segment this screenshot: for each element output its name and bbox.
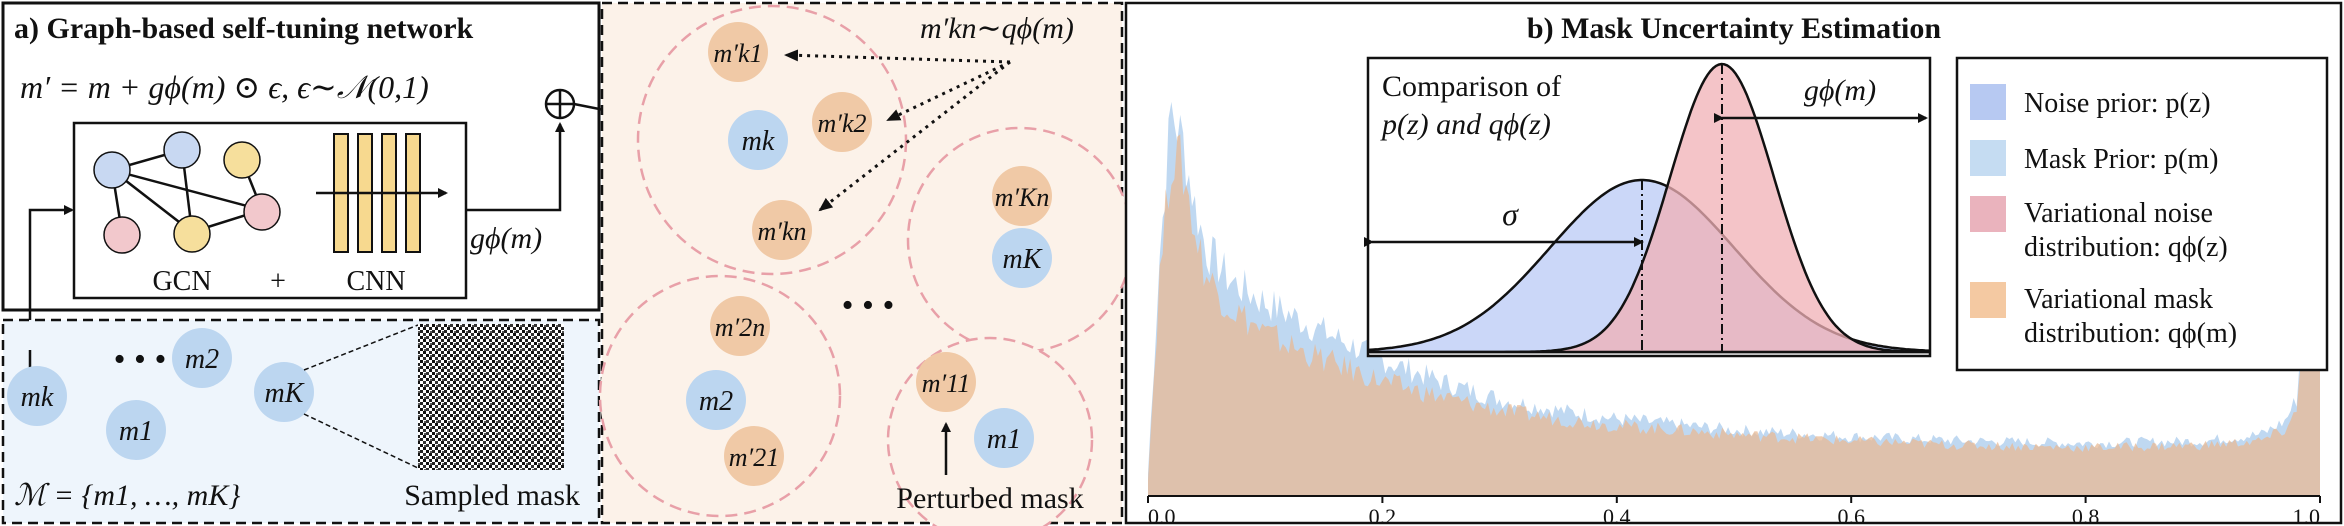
cluster-center-m2: m2 [686,370,746,430]
panel-b: b) Mask Uncertainty Estimation 0.0 0.2 0.4… [1124,1,2343,526]
perturb-node-m2n: m′2n [710,296,770,356]
inset-caption-line2: p(z) and qϕ(z) [1380,108,1551,141]
legend-swatch [1970,140,2006,176]
g-label: gϕ(m) [470,222,542,255]
sigma-label: σ [1502,196,1519,232]
gcn-node [173,215,211,253]
mask-node-m1: m1 [106,400,166,460]
svg-text:m1: m1 [987,424,1021,455]
cluster-ellipsis: • • • [842,287,895,324]
svg-text:m2: m2 [699,386,733,417]
x-tick-label: 0.4 [1603,504,1631,526]
inset-caption-line1: Comparison of [1382,70,1561,103]
svg-text:m′21: m′21 [729,443,779,472]
inset-g-label: gϕ(m) [1804,74,1876,107]
perturbed-mask-label: Perturbed mask [896,482,1083,515]
g-output-arrow [466,122,565,212]
panel-a: a) Graph-based self-tuning network m′ = … [1,1,1134,526]
svg-text:Mask Prior: p(m): Mask Prior: p(m) [2024,144,2218,175]
x-tick-label: 0.2 [1369,504,1397,526]
cluster-center-mK: mK [992,228,1052,288]
legend-item-noise-prior: Noise prior: p(z) [1970,84,2211,120]
mask-ellipsis: • • • [114,341,167,378]
svg-text:m2: m2 [185,344,219,375]
svg-text:m1: m1 [119,416,153,447]
sampling-label: m′kn∼qϕ(m) [920,12,1074,45]
perturb-node-mkn: m′kn [752,200,812,260]
perturb-node-mKn: m′Kn [992,166,1052,226]
gcn-node [93,151,131,189]
inset-curves [1368,62,1930,354]
mask-node-m2: m2 [172,328,232,388]
input-arrow [28,205,74,350]
panel-a-title: a) Graph-based self-tuning network [14,12,474,45]
sampled-mask-label: Sampled mask [404,479,580,512]
plus-label: + [270,266,286,297]
mask-node-mk: mk [7,366,67,426]
mask-node-mK: mK [254,362,314,422]
perturbation-equation: m′ = m + gϕ(m) ⊙ ϵ, ϵ∼𝒩(0,1) [20,69,429,105]
legend-swatch [1970,282,2006,318]
svg-text:mk: mk [21,382,54,413]
legend-item-variational-noise: Variational noise distribution: qϕ(z) [1970,196,2228,263]
svg-text:m′k1: m′k1 [713,39,762,68]
x-tick-label: 0.0 [1148,504,1176,526]
x-tick-label: 0.6 [1837,504,1865,526]
svg-text:Variational noise: Variational noise [2024,198,2213,229]
legend-swatch [1970,196,2006,232]
perturb-node-m21: m′21 [724,426,784,486]
cluster-center-m1: m1 [974,408,1034,468]
perturb-node-mk2: m′k2 [812,92,872,152]
histogram-series-variational-mask [1148,114,2320,497]
panel-b-title: b) Mask Uncertainty Estimation [1527,12,1941,45]
gcn-label: GCN [152,266,211,297]
gcn-node [163,131,201,169]
svg-text:m′k2: m′k2 [817,109,866,138]
variational-noise-curve [1370,62,1930,354]
svg-text:distribution: qϕ(m): distribution: qϕ(m) [2024,318,2237,349]
gcn-node [103,216,141,254]
cnn-label: CNN [346,266,405,297]
svg-text:m′Kn: m′Kn [995,183,1050,212]
svg-text:mK: mK [265,378,305,409]
svg-text:m′2n: m′2n [715,313,765,342]
legend-item-mask-prior: Mask Prior: p(m) [1970,140,2218,176]
gcn-node [243,193,281,231]
svg-text:Noise prior: p(z): Noise prior: p(z) [2024,88,2211,119]
mask-set-label: ℳ = {m1, …, mK} [14,479,240,512]
histogram [1148,101,2320,497]
cluster-center-mk: mk [728,110,788,170]
svg-text:m′kn: m′kn [757,217,806,246]
svg-text:Variational mask: Variational mask [2024,284,2213,315]
svg-text:mk: mk [742,126,775,157]
sampled-mask-image [418,324,564,470]
svg-text:mK: mK [1003,244,1043,275]
legend-swatch [1970,84,2006,120]
perturb-node-m11: m′11 [916,352,976,412]
legend-box [1955,56,2329,372]
gcn-graph [93,131,281,254]
legend-item-variational-mask: Variational mask distribution: qϕ(m) [1970,282,2237,349]
x-axis: 0.0 0.2 0.4 0.6 0.8 1.0 [1147,495,2321,526]
x-tick-label: 0.8 [2072,504,2100,526]
cnn-block [316,133,448,253]
svg-text:distribution: qϕ(z): distribution: qϕ(z) [2024,232,2228,263]
svg-text:m′11: m′11 [922,369,971,398]
perturb-node-mk1: m′k1 [708,22,768,82]
gcn-node [223,141,261,179]
x-tick-label: 1.0 [2293,504,2321,526]
